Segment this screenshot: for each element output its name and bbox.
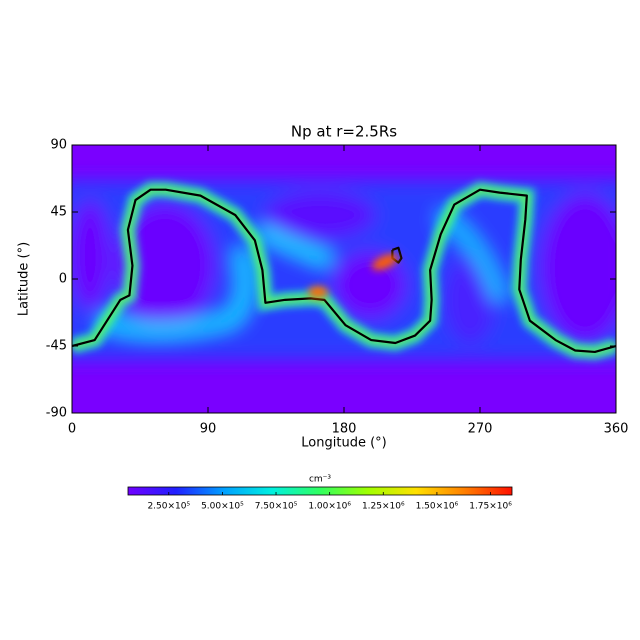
- y-tick-label: 0: [59, 272, 67, 287]
- y-tick-label: 90: [50, 138, 67, 153]
- colorbar-tick-label: 5.00×10⁵: [201, 502, 244, 512]
- x-axis-label: Longitude (°): [301, 436, 386, 451]
- x-tick-label: 90: [200, 422, 217, 437]
- y-tick-label: 45: [50, 205, 67, 220]
- colorbar-tick-label: 7.50×10⁵: [255, 502, 298, 512]
- colorbar-tick-label: 1.50×10⁶: [416, 502, 459, 512]
- x-tick-label: 360: [604, 422, 629, 437]
- x-tick-label: 270: [468, 422, 493, 437]
- x-tick-label: 180: [332, 422, 357, 437]
- colorbar-tick-label: 1.25×10⁶: [362, 502, 405, 512]
- y-tick-label: -90: [46, 406, 67, 421]
- colorbar-tick-label: 1.75×10⁶: [469, 502, 512, 512]
- colorbar-label: cm⁻³: [309, 475, 331, 485]
- colorbar-tick-label: 1.00×10⁶: [308, 502, 351, 512]
- neutral-line: [72, 188, 616, 354]
- y-axis-label: Latitude (°): [17, 242, 32, 316]
- chart-title: Np at r=2.5Rs: [291, 123, 397, 141]
- y-tick-label: -45: [46, 339, 67, 354]
- x-tick-label: 0: [68, 422, 76, 437]
- density-peak: [308, 253, 398, 298]
- colorbar-tick-label: 2.50×10⁵: [147, 502, 190, 512]
- colorbar: [127, 486, 513, 496]
